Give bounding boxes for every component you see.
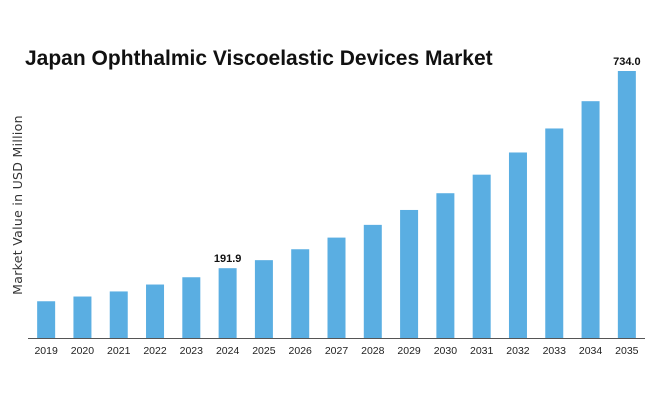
bar-2028 (363, 224, 382, 338)
x-tick-2027: 2027 (325, 345, 349, 357)
x-tick-2022: 2022 (143, 345, 167, 357)
chart-title: Japan Ophthalmic Viscoelastic Devices Ma… (25, 47, 493, 70)
x-tick-labels: 2019 2020 2021 2022 2023 2024 2025 2026 2027 2028… (34, 345, 638, 357)
bar-2029 (400, 209, 419, 338)
x-tick-2019: 2019 (34, 345, 58, 357)
bar-2027 (327, 237, 346, 338)
bar-2030 (436, 193, 455, 338)
x-tick-2020: 2020 (71, 345, 95, 357)
bars-group (37, 71, 636, 338)
x-tick-2031: 2031 (470, 345, 494, 357)
bar-2033 (545, 128, 564, 338)
bar-2020 (73, 296, 92, 338)
x-tick-2034: 2034 (579, 345, 603, 357)
x-tick-2029: 2029 (397, 345, 421, 357)
x-tick-2030: 2030 (434, 345, 458, 357)
x-tick-2025: 2025 (252, 345, 276, 357)
y-axis-label: Market Value in USD Million (10, 115, 25, 295)
bar-2031 (472, 174, 491, 338)
x-tick-2024: 2024 (216, 345, 240, 357)
x-tick-2032: 2032 (506, 345, 530, 357)
data-label-2035: 734.0 (613, 56, 641, 68)
bar-2032 (508, 152, 527, 338)
bar-2025 (254, 260, 273, 338)
data-label-2024: 191.9 (214, 253, 242, 265)
x-tick-2033: 2033 (543, 345, 567, 357)
bar-2024 (218, 268, 237, 338)
bar-2035 (617, 71, 636, 338)
data-labels: 191.9 734.0 (214, 56, 641, 265)
x-tick-2035: 2035 (615, 345, 639, 357)
x-tick-2028: 2028 (361, 345, 385, 357)
bar-2034 (581, 101, 600, 338)
x-tick-2026: 2026 (289, 345, 313, 357)
x-tick-2021: 2021 (107, 345, 131, 357)
x-tick-2023: 2023 (180, 345, 204, 357)
bar-2023 (182, 277, 201, 338)
bar-2026 (291, 249, 310, 338)
bar-2019 (37, 301, 56, 338)
bar-2021 (109, 291, 128, 338)
bar-2022 (146, 284, 165, 338)
